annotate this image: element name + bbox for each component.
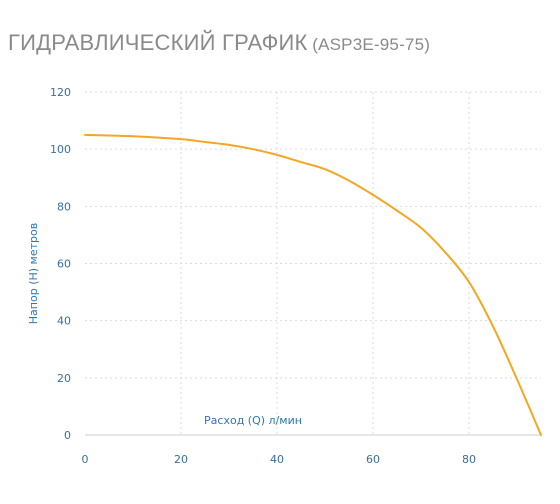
y-tick-label: 0	[64, 429, 71, 442]
x-tick-label: 80	[462, 453, 476, 466]
chart-grid	[85, 91, 541, 435]
y-axis-ticks: 0 20 40 60 80 100 120	[50, 86, 71, 442]
y-tick-label: 60	[57, 258, 71, 271]
chart-title-main: ГИДРАВЛИЧЕСКИЙ ГРАФИК	[8, 30, 308, 55]
y-tick-label: 40	[57, 315, 71, 328]
y-axis-title: Напор (H) метров	[27, 223, 40, 324]
x-tick-label: 20	[174, 453, 188, 466]
y-tick-label: 100	[50, 143, 71, 156]
chart-title-model: (ASP3E-95-75)	[312, 35, 431, 54]
x-axis-ticks: 0 20 40 60 80	[82, 453, 477, 466]
series-layer	[84, 133, 542, 436]
x-tick-label: 40	[270, 453, 284, 466]
x-tick-label: 0	[82, 453, 89, 466]
series-line	[84, 133, 542, 436]
x-tick-label: 60	[366, 453, 380, 466]
y-tick-label: 20	[57, 372, 71, 385]
y-tick-label: 80	[57, 200, 71, 213]
x-axis-title: Расход (Q) л/мин	[204, 414, 302, 427]
y-tick-label: 120	[50, 86, 71, 99]
chart-title: ГИДРАВЛИЧЕСКИЙ ГРАФИК (ASP3E-95-75)	[8, 30, 430, 56]
